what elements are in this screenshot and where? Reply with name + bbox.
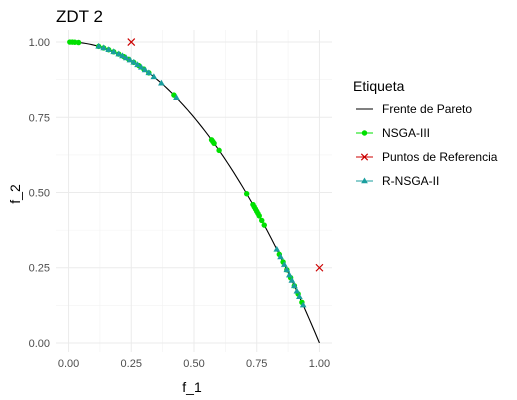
r-nsga-ii-point bbox=[134, 61, 141, 68]
r-nsga-ii-point bbox=[145, 69, 153, 76]
x-tick-label: 0.00 bbox=[58, 358, 79, 370]
legend-key-marker-stroke-b bbox=[360, 153, 369, 161]
r-nsga-ii-point bbox=[280, 261, 288, 267]
y-axis-title: f_2 bbox=[7, 184, 23, 204]
legend-key-r-nsga-ii bbox=[356, 177, 373, 184]
legend-key-marker bbox=[361, 177, 368, 184]
legend-label-frente-de-pareto: Frente de Pareto bbox=[382, 102, 472, 116]
r-nsga-ii-point bbox=[296, 293, 303, 300]
r-nsga-ii-point bbox=[95, 42, 102, 49]
r-nsga-ii-point bbox=[119, 52, 126, 59]
nsga-iii-point bbox=[216, 147, 222, 154]
r-nsga-ii-point bbox=[158, 79, 165, 86]
puntos-de-referencia-point bbox=[127, 38, 136, 46]
r-nsga-ii-point bbox=[173, 94, 180, 100]
r-nsga-ii-point bbox=[293, 287, 301, 294]
puntos-de-referencia-point bbox=[315, 263, 324, 272]
legend-key-marker bbox=[360, 153, 369, 161]
nsga-iii-point bbox=[75, 39, 82, 46]
chart-title: ZDT 2 bbox=[56, 7, 103, 26]
r-nsga-ii-point bbox=[126, 56, 134, 63]
axes: 0.00 0.25 0.50 0.75 1.00 0.00 0.25 0.50 0.75 1.00 bbox=[29, 37, 331, 370]
r-nsga-ii-point bbox=[141, 66, 149, 73]
r-nsga-ii-point bbox=[150, 73, 158, 80]
r-nsga-ii-point bbox=[130, 58, 138, 65]
x-tick-label: 0.75 bbox=[246, 358, 267, 370]
r-nsga-ii-point bbox=[277, 253, 284, 260]
r-nsga-ii-point bbox=[122, 54, 130, 61]
nsga-iii-point bbox=[256, 213, 262, 219]
legend-key-puntos-de-referencia bbox=[356, 153, 373, 161]
x-tick-label: 0.50 bbox=[183, 358, 204, 370]
r-nsga-ii-point bbox=[286, 271, 293, 278]
r-nsga-ii-point bbox=[110, 48, 118, 55]
r-nsga-ii-point bbox=[283, 266, 291, 273]
nsga-iii-point bbox=[243, 191, 250, 197]
r-nsga-ii-point bbox=[288, 276, 296, 283]
x-tick-label: 0.25 bbox=[121, 358, 142, 370]
legend-title: Etiqueta bbox=[353, 78, 405, 94]
legend-label-puntos-de-referencia: Puntos de Referencia bbox=[382, 150, 498, 164]
r-nsga-ii-point bbox=[105, 46, 113, 53]
r-nsga-ii-point bbox=[115, 50, 123, 57]
x-tick-label: 1.00 bbox=[309, 358, 330, 370]
r-nsga-ii-point bbox=[100, 44, 108, 51]
nsga-iii-point bbox=[259, 217, 265, 224]
y-tick-label: 0.50 bbox=[29, 188, 50, 200]
y-tick-label: 0.00 bbox=[29, 338, 50, 350]
legend-key-marker bbox=[361, 130, 368, 136]
r-nsga-ii-point bbox=[137, 63, 145, 70]
x-axis-title: f_1 bbox=[182, 379, 202, 395]
puntos-de-referencia-point-stroke-b bbox=[127, 38, 136, 46]
points-layer bbox=[67, 38, 324, 308]
r-nsga-ii-point bbox=[291, 282, 298, 289]
legend-label-r-nsga-ii: R-NSGA-II bbox=[382, 174, 439, 188]
r-nsga-ii-point bbox=[299, 301, 307, 308]
nsga-iii-point bbox=[261, 222, 267, 228]
y-tick-label: 0.75 bbox=[29, 112, 50, 124]
legend: Etiqueta Frente de Pareto NSGA-III Puntos … bbox=[353, 78, 498, 188]
r-nsga-ii-point bbox=[273, 245, 281, 252]
y-tick-label: 0.25 bbox=[29, 263, 50, 275]
nsga-iii-point bbox=[211, 140, 217, 146]
puntos-de-referencia-point-stroke-b bbox=[315, 263, 324, 272]
legend-key-nsga-iii bbox=[356, 130, 373, 136]
y-tick-label: 1.00 bbox=[29, 37, 50, 49]
legend-label-nsga-iii: NSGA-III bbox=[382, 126, 430, 140]
